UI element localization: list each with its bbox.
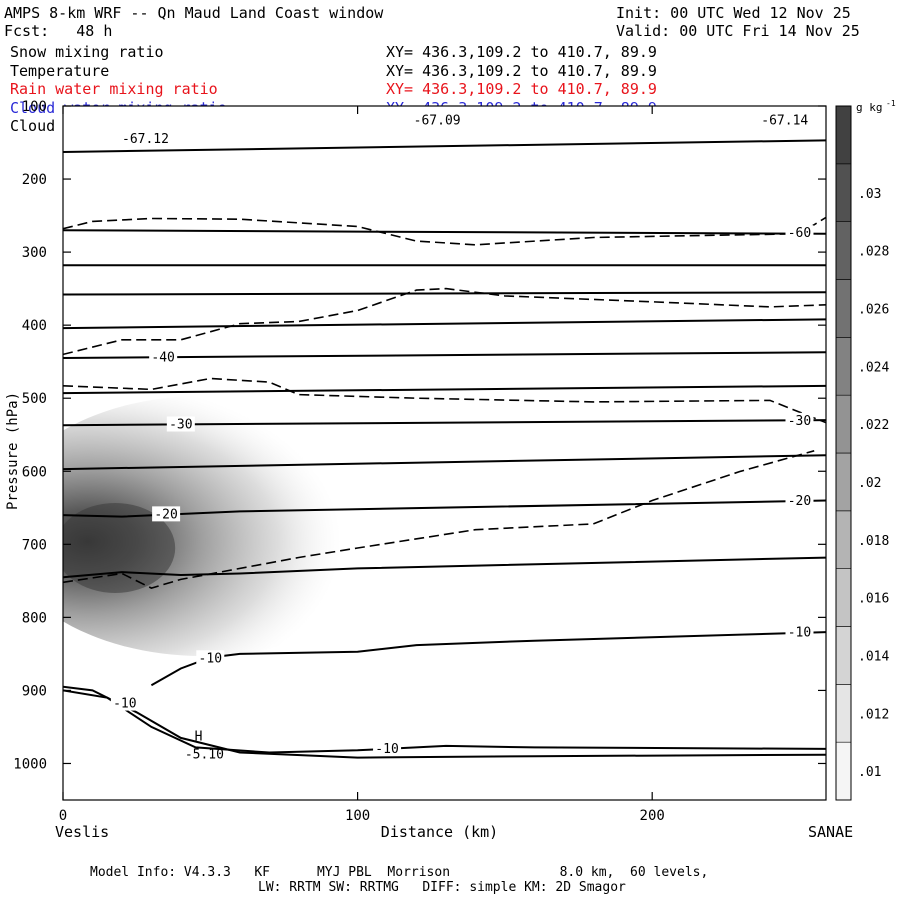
colorbar-bin: [835, 105, 852, 165]
colorbar-tick-label: .012: [858, 707, 889, 722]
dashed-contour: [63, 287, 826, 356]
y-tick-label: 500: [22, 391, 47, 407]
colorbar-tick-label: .03: [858, 187, 881, 202]
isotherm-label: -10: [788, 626, 811, 641]
snow-core-shading: [63, 502, 176, 593]
plot-frame: [62, 105, 827, 801]
isotherm-label-bg: [196, 650, 225, 666]
colorbar-bin: [835, 741, 852, 801]
colorbar-tick-label: .016: [858, 592, 889, 607]
colorbar-bin: [835, 279, 852, 338]
isotherm-label: -20: [154, 507, 177, 522]
y-tick-label: 900: [22, 683, 47, 699]
isotherm-label: -10: [113, 697, 136, 712]
chart-title: AMPS 8-km WRF -- Qn Maud Land Coast wind…: [4, 4, 384, 22]
colorbar-tick-label: .022: [858, 418, 889, 433]
snow-mixing-ratio-shading: [63, 396, 408, 656]
extremum-label: -67.12: [122, 132, 169, 147]
x-tick-label: 200: [640, 808, 665, 824]
right-station-label: SANAE: [808, 823, 854, 841]
colorbar-unit-exponent: -1: [886, 99, 896, 108]
legend-field-name: Snow mixing ratio: [10, 43, 164, 61]
isotherm-label-bg: [785, 225, 814, 241]
model-info: Model Info: V4.3.3 KF MYJ PBL Morrison 8…: [90, 865, 709, 880]
y-tick-label: 100: [22, 99, 47, 115]
forecast-hour: Fcst: 48 h: [4, 22, 113, 40]
isotherm-label-bg: [149, 349, 178, 365]
colorbar-bin: [835, 626, 852, 685]
legend-field-name: Rain water mixing ratio: [10, 80, 218, 98]
isotherm-line: [63, 291, 826, 296]
isotherm-label-bg: [785, 624, 814, 640]
y-axis-label: Pressure (hPa): [5, 392, 21, 510]
init-time: Init: 00 UTC Wed 12 Nov 25: [616, 4, 851, 22]
colorbar-tick-label: .024: [858, 360, 889, 375]
isotherm-label: -40: [151, 350, 174, 365]
y-tick-label: 300: [22, 245, 47, 261]
legend-field-xy: XY= 436.3,109.2 to 410.7, 89.9: [386, 43, 657, 61]
y-tick-label: 1000: [13, 756, 47, 772]
colorbar-tick-label: .02: [858, 476, 881, 491]
isotherm-line: [63, 384, 826, 395]
isotherm-label-bg: [373, 740, 402, 756]
colorbar-bin: [835, 684, 852, 743]
isotherm-line: [63, 685, 826, 759]
colorbar-bin: [835, 394, 852, 454]
dashed-contour: [63, 216, 826, 246]
colorbar-tick-label: .026: [858, 302, 889, 317]
legend-field-xy: XY= 436.3,109.2 to 410.7, 89.9: [386, 61, 657, 80]
colorbar-bin: [835, 221, 852, 280]
colorbar-bin: [835, 337, 852, 396]
y-tick-label: 800: [22, 610, 47, 626]
isotherm-label: -10: [199, 651, 222, 666]
x-tick-label: 100: [345, 808, 370, 824]
colorbar-frame: [835, 105, 852, 801]
colorbar-bin: [835, 510, 852, 569]
isotherm-label: -30: [788, 414, 811, 429]
colorbar-bin: [835, 163, 852, 222]
colorbar-bin: [835, 452, 852, 512]
left-station-label: Veslis: [55, 823, 110, 841]
y-tick-label: 700: [22, 537, 47, 553]
model-info-physics: LW: RRTM SW: RRTMG DIFF: simple KM: 2D S…: [258, 880, 626, 895]
y-tick-label: 600: [22, 464, 47, 480]
colorbar-tick-label: .01: [858, 765, 881, 780]
colorbar-tick-label: .014: [858, 649, 889, 664]
isotherm-line: [63, 139, 826, 153]
isotherm-line: [63, 499, 826, 518]
isotherm-label: -20: [788, 494, 811, 509]
dashed-contour: [63, 377, 826, 424]
isotherm-label-bg: [785, 412, 814, 428]
isotherm-label-bg: [166, 416, 195, 432]
plot-content: -60 -40 -30 -30 -20 -20 -10 -10 -10 -10 -67.12 -67.…: [63, 114, 826, 763]
isotherm-line: [63, 229, 826, 235]
isotherm-label-bg: [785, 493, 814, 509]
x-tick-label: 0: [59, 808, 67, 824]
isotherm-label: -60: [788, 226, 811, 241]
extremum-label: -67.09: [414, 114, 461, 129]
extremum-label: -5.10: [185, 748, 224, 763]
legend-field-xy: XY= 436.3,109.2 to 410.7, 89.9: [386, 80, 657, 98]
x-axis-label: Distance (km): [381, 823, 498, 841]
dashed-contour: [63, 450, 815, 589]
legend-field-name: Temperature: [10, 61, 110, 80]
colorbar-unit: g kg: [856, 101, 883, 114]
isotherm-label: -10: [375, 742, 398, 757]
isotherm-label-bg: [110, 695, 139, 711]
y-tick-label: 400: [22, 318, 47, 334]
extremum-label: -67.14: [761, 114, 808, 129]
valid-time: Valid: 00 UTC Fri 14 Nov 25: [616, 22, 860, 40]
isotherm-line: [150, 631, 826, 687]
extremum-label: H: [195, 729, 203, 744]
colorbar-tick-label: .018: [858, 534, 889, 549]
isotherm-label-bg: [152, 506, 181, 522]
colorbar-tick-label: .028: [858, 245, 889, 260]
colorbar-bin: [835, 568, 852, 627]
isotherm-line: [63, 454, 826, 471]
isotherm-label: -30: [169, 418, 192, 433]
isotherm-line: [63, 318, 826, 330]
y-tick-label: 200: [22, 172, 47, 188]
isotherm-line: [63, 351, 826, 359]
